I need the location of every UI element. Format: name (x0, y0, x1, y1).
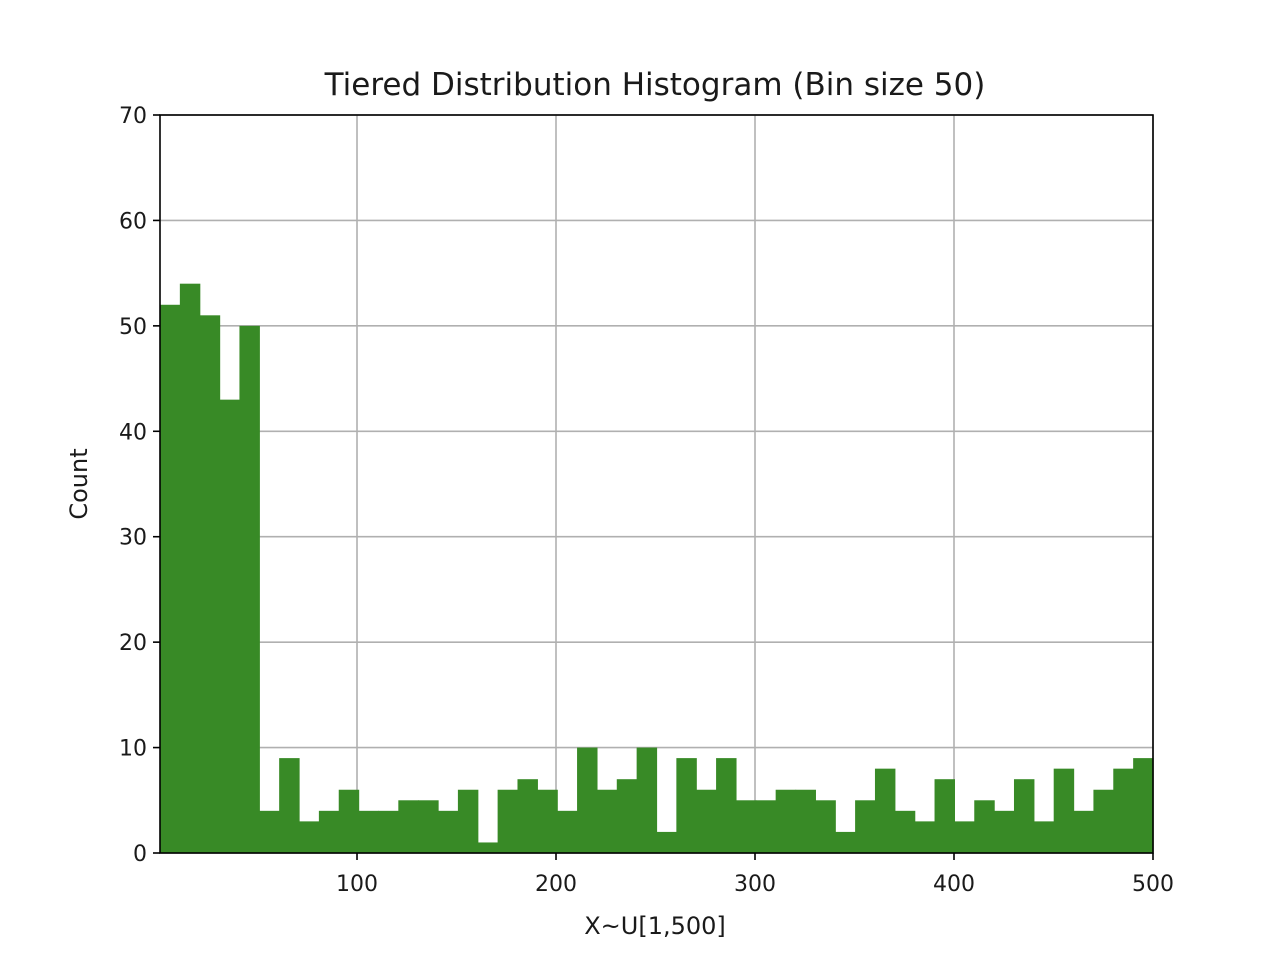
histogram-bar (378, 810, 399, 853)
histogram-bar (318, 810, 340, 853)
histogram-bar (219, 399, 241, 853)
histogram-bar (239, 325, 260, 853)
histogram-bar (497, 789, 519, 853)
histogram-bar (537, 789, 558, 853)
histogram-bar (577, 747, 598, 853)
histogram-bar (438, 810, 459, 853)
histogram-bar (557, 810, 578, 853)
histogram-bar (358, 810, 380, 853)
y-tick-label: 50 (119, 315, 147, 340)
histogram-bar (775, 789, 797, 853)
plot-frame (159, 114, 1154, 854)
y-tick-label: 30 (119, 526, 147, 551)
histogram-bar (676, 758, 697, 853)
histogram-bar (874, 768, 896, 853)
histogram-bar (279, 758, 300, 853)
histogram-bar (954, 821, 975, 853)
histogram-bar (894, 810, 916, 853)
histogram-bar (477, 842, 499, 853)
x-tick-label: 100 (336, 872, 378, 897)
histogram-bar (199, 315, 221, 853)
histogram-bar (855, 800, 876, 853)
histogram-bar (398, 800, 419, 853)
x-tick-label: 500 (1132, 872, 1174, 897)
histogram-bar (596, 789, 618, 853)
histogram-bar (636, 747, 658, 853)
histogram-bar (418, 800, 439, 853)
histogram-bar (457, 789, 479, 853)
histogram-bar (179, 283, 201, 854)
y-tick-label: 20 (119, 631, 147, 656)
histogram-bar (517, 779, 538, 853)
histogram-bar (1133, 758, 1154, 853)
histogram-bars (160, 283, 1154, 854)
y-tick-label: 60 (119, 209, 147, 234)
y-tick-label: 0 (133, 842, 147, 867)
histogram-bar (1113, 768, 1134, 853)
histogram-bar (338, 789, 360, 853)
histogram-bar (795, 789, 816, 853)
histogram-bar (974, 800, 995, 853)
y-tick-label: 10 (119, 737, 147, 762)
histogram-bar (259, 810, 280, 853)
histogram-bar (696, 789, 717, 853)
axis-ticks: 100 200 300 400 500 0 10 20 30 40 50 60 70 (119, 104, 1174, 897)
histogram-bar (735, 800, 757, 853)
histogram-bar (815, 800, 836, 853)
histogram-bar (934, 779, 955, 853)
histogram-bar (755, 800, 777, 853)
x-axis-label: X~U[1,500] (584, 912, 726, 940)
chart-title: Tiered Distribution Histogram (Bin size … (324, 67, 986, 103)
y-tick-label: 40 (119, 420, 147, 445)
histogram-bar (160, 304, 181, 853)
histogram-bar (1013, 779, 1035, 853)
histogram-bar (616, 779, 638, 853)
y-axis-label: Count (65, 448, 93, 519)
x-tick-label: 300 (734, 872, 776, 897)
histogram-bar (716, 758, 737, 853)
histogram-bar (1093, 789, 1114, 853)
histogram-bar (656, 831, 677, 853)
histogram-bar (299, 821, 320, 853)
histogram-bar (994, 810, 1015, 853)
histogram-bar (835, 831, 856, 853)
histogram-bar (1073, 810, 1095, 853)
y-tick-label: 70 (119, 104, 147, 129)
x-tick-label: 200 (535, 872, 577, 897)
histogram-bar (1033, 821, 1055, 853)
grid-lines (160, 114, 1154, 854)
x-tick-label: 400 (933, 872, 975, 897)
histogram-bar (1053, 768, 1075, 853)
histogram-bar (914, 821, 936, 853)
